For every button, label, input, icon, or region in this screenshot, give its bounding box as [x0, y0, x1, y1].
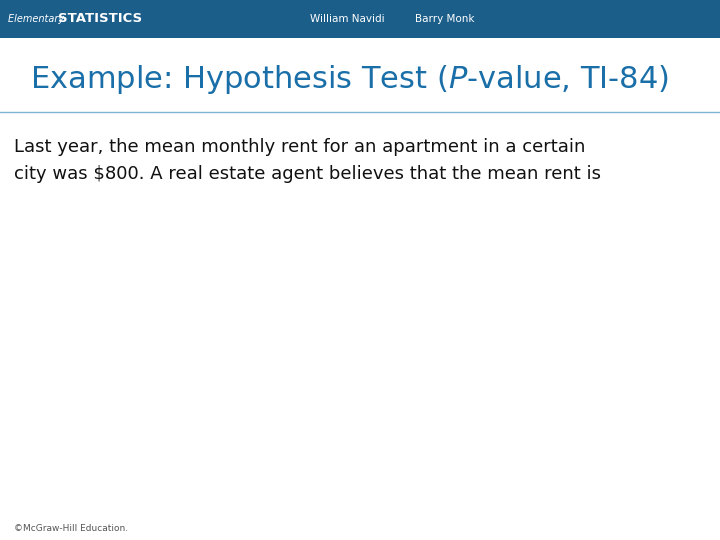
Text: ©McGraw-Hill Education.: ©McGraw-Hill Education. [14, 524, 128, 533]
Text: Example: Hypothesis Test ($\mathit{P}$-value, TI-84): Example: Hypothesis Test ($\mathit{P}$-v… [30, 64, 669, 97]
Text: STATISTICS: STATISTICS [58, 12, 142, 25]
Text: Barry Monk: Barry Monk [415, 14, 474, 24]
Text: William Navidi: William Navidi [310, 14, 384, 24]
Text: Last year, the mean monthly rent for an apartment in a certain: Last year, the mean monthly rent for an … [14, 138, 585, 156]
Text: city was $800. A real estate agent believes that the mean rent is: city was $800. A real estate agent belie… [14, 165, 601, 183]
Bar [0, 0, 720, 38]
Text: Elementary: Elementary [8, 14, 67, 24]
